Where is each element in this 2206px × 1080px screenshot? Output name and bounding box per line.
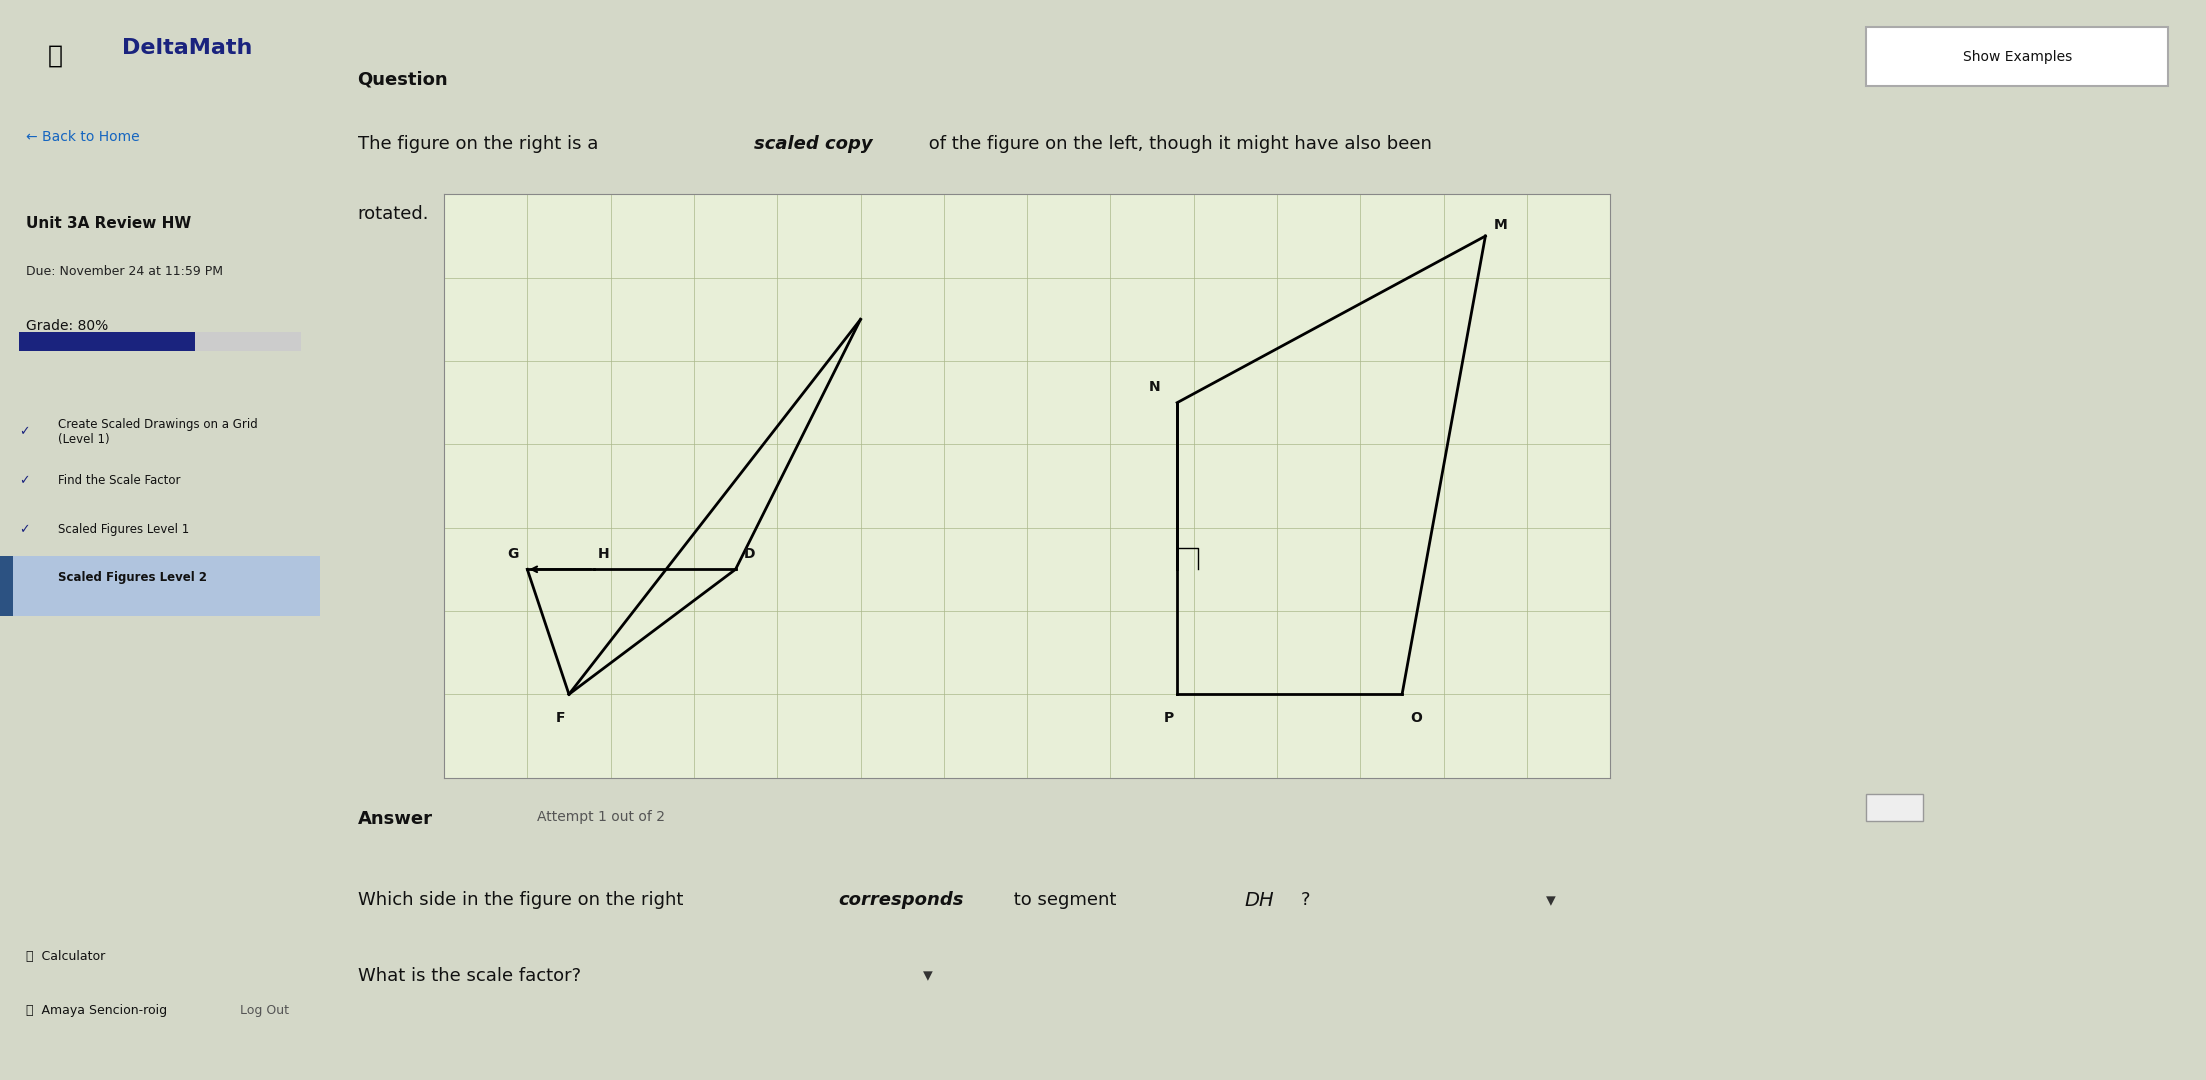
Text: ▾: ▾	[924, 967, 933, 986]
Text: of the figure on the left, though it might have also been: of the figure on the left, though it mig…	[924, 135, 1432, 153]
Text: ?: ?	[1302, 891, 1310, 909]
Text: 👤  Amaya Sencion-roig: 👤 Amaya Sencion-roig	[26, 1004, 168, 1017]
Bar	[20, 332, 300, 351]
Text: P: P	[1165, 711, 1174, 725]
Text: Create Scaled Drawings on a Grid
(Level 1): Create Scaled Drawings on a Grid (Level …	[57, 418, 258, 446]
Text: O: O	[1410, 711, 1423, 725]
Text: Due: November 24 at 11:59 PM: Due: November 24 at 11:59 PM	[26, 265, 223, 278]
Bar	[0, 556, 320, 616]
Text: Which side in the figure on the right: Which side in the figure on the right	[357, 891, 688, 909]
Text: ✓: ✓	[20, 426, 29, 438]
Text: ✓: ✓	[20, 523, 29, 536]
Text: M: M	[1493, 218, 1507, 232]
Text: F: F	[556, 711, 565, 725]
Bar	[20, 332, 194, 351]
Bar	[1866, 27, 2168, 86]
Text: corresponds: corresponds	[838, 891, 964, 909]
Text: DH: DH	[1244, 891, 1273, 910]
Text: N: N	[1149, 380, 1160, 394]
Text: D: D	[743, 546, 754, 561]
Text: Show Examples: Show Examples	[1963, 51, 2071, 64]
Text: Answer: Answer	[357, 810, 432, 828]
Text: Attempt 1 out of 2: Attempt 1 out of 2	[536, 810, 664, 824]
Text: Scaled Figures Level 1: Scaled Figures Level 1	[57, 523, 190, 536]
Bar	[0, 556, 13, 616]
Text: Scaled Figures Level 2: Scaled Figures Level 2	[57, 571, 207, 584]
Text: ▾: ▾	[1546, 891, 1555, 910]
Text: Unit 3A Review HW: Unit 3A Review HW	[26, 216, 192, 231]
Text: Grade: 80%: Grade: 80%	[26, 319, 108, 333]
Text: scaled copy: scaled copy	[754, 135, 871, 153]
Text: 📅  Calculator: 📅 Calculator	[26, 950, 106, 963]
Text: Find the Scale Factor: Find the Scale Factor	[57, 474, 181, 487]
Text: Log Out: Log Out	[240, 1004, 289, 1017]
Text: Question: Question	[357, 70, 448, 89]
Text: rotated.: rotated.	[357, 205, 430, 224]
Bar	[1866, 794, 1924, 821]
Text: DeltaMath: DeltaMath	[121, 38, 251, 58]
Text: 🎓: 🎓	[49, 43, 64, 67]
Text: ✓: ✓	[20, 474, 29, 487]
Text: to segment: to segment	[1008, 891, 1123, 909]
Text: ← Back to Home: ← Back to Home	[26, 130, 139, 144]
Text: H: H	[598, 546, 609, 561]
Text: What is the scale factor?: What is the scale factor?	[357, 967, 580, 985]
Text: The figure on the right is a: The figure on the right is a	[357, 135, 604, 153]
Text: G: G	[507, 546, 518, 561]
